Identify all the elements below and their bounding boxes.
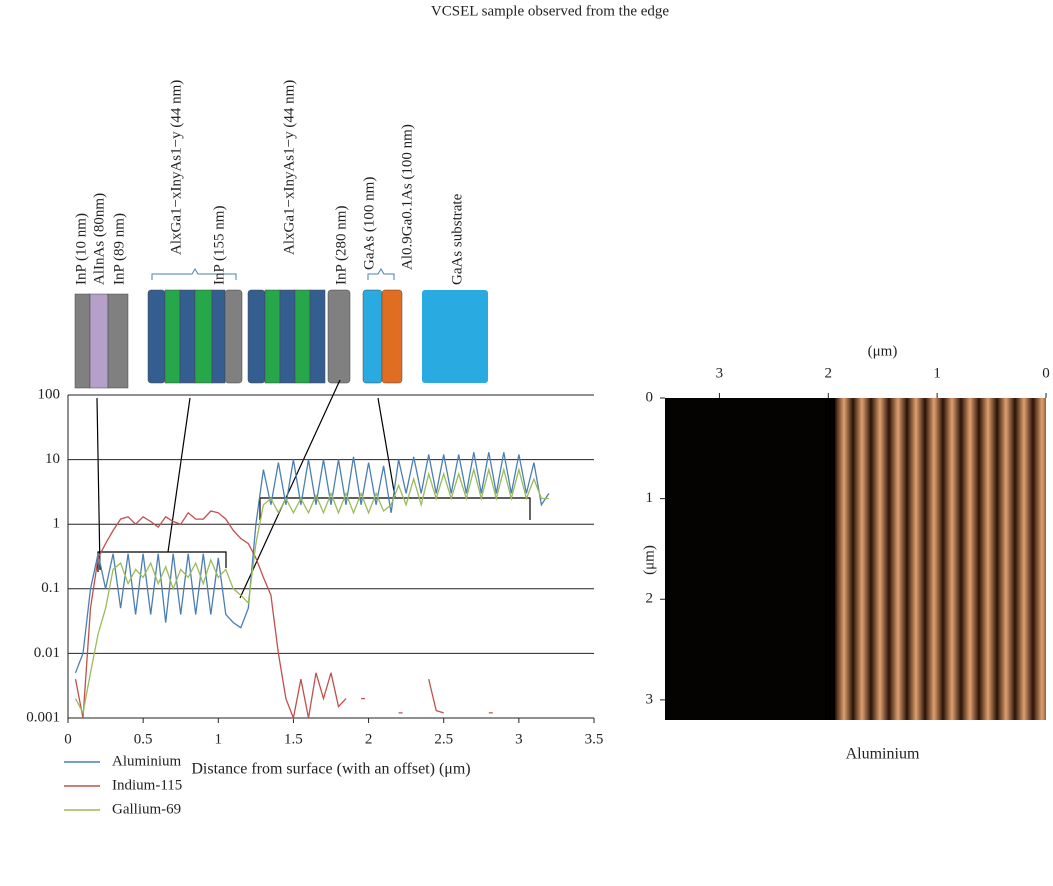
layer-label: GaAs (100 nm): [361, 177, 377, 270]
layer-label: AlxGa1−xInyAs1−y (44 nm): [168, 80, 184, 255]
image-edge: [825, 398, 865, 720]
image-caption: Aluminium: [846, 746, 920, 763]
y-tick-label: 0.1: [41, 580, 60, 596]
x-tick-label: 0: [64, 731, 72, 747]
x-tick-label: 3: [515, 731, 523, 747]
x-tick-label: 2: [365, 731, 373, 747]
y-tick-label: 3: [646, 691, 654, 707]
data-line: [74, 452, 550, 674]
layer-label: InP (280 nm): [333, 206, 349, 285]
y-tick-label: 2: [646, 591, 654, 607]
x-axis-title: (μm): [868, 343, 898, 359]
x-tick-label: 3.5: [585, 731, 604, 747]
data-line: [74, 510, 493, 721]
x-axis-title: Distance from surface (with an offset) (…: [191, 761, 470, 778]
y-tick-label: 0: [646, 389, 654, 405]
x-tick-label: 1.5: [284, 731, 303, 747]
layer-label: GaAs substrate: [449, 193, 465, 285]
figure-title: VCSEL sample observed from the edge: [431, 3, 669, 19]
data-line: [74, 467, 549, 715]
x-tick-label: 1: [215, 731, 223, 747]
y-tick-label: 0.01: [34, 645, 60, 661]
braces: [151, 268, 395, 280]
y-tick-label: 100: [38, 386, 61, 402]
legend-label: Aluminium: [112, 753, 182, 769]
x-tick-label: 0.5: [134, 731, 153, 747]
x-tick-label: 2: [825, 365, 833, 381]
layer-label: InP (10 nm): [73, 213, 89, 285]
image-stripes: [835, 398, 1046, 720]
y-axis-title: (μm): [641, 545, 657, 575]
layer-label: AlInAs (80nm): [91, 193, 107, 285]
y-tick-label: 0.001: [26, 709, 60, 725]
legend-label: Indium-115: [112, 777, 182, 793]
x-tick-label: 0: [1042, 365, 1050, 381]
layer-label: AlxGa1−xInyAs1−y (44 nm): [281, 80, 297, 255]
layer-diagram: [74, 289, 488, 389]
layer-label: Al0.9Ga0.1As (100 nm): [399, 124, 415, 270]
y-tick-label: 10: [45, 451, 60, 467]
x-tick-label: 2.5: [434, 731, 453, 747]
y-tick-label: 1: [53, 516, 61, 532]
x-tick-label: 3: [716, 365, 724, 381]
legend-label: Gallium-69: [112, 801, 181, 817]
y-tick-label: 1: [646, 490, 654, 506]
layer-label: InP (155 nm): [211, 206, 227, 285]
layer-label: InP (89 nm): [111, 213, 127, 285]
x-tick-label: 1: [933, 365, 941, 381]
